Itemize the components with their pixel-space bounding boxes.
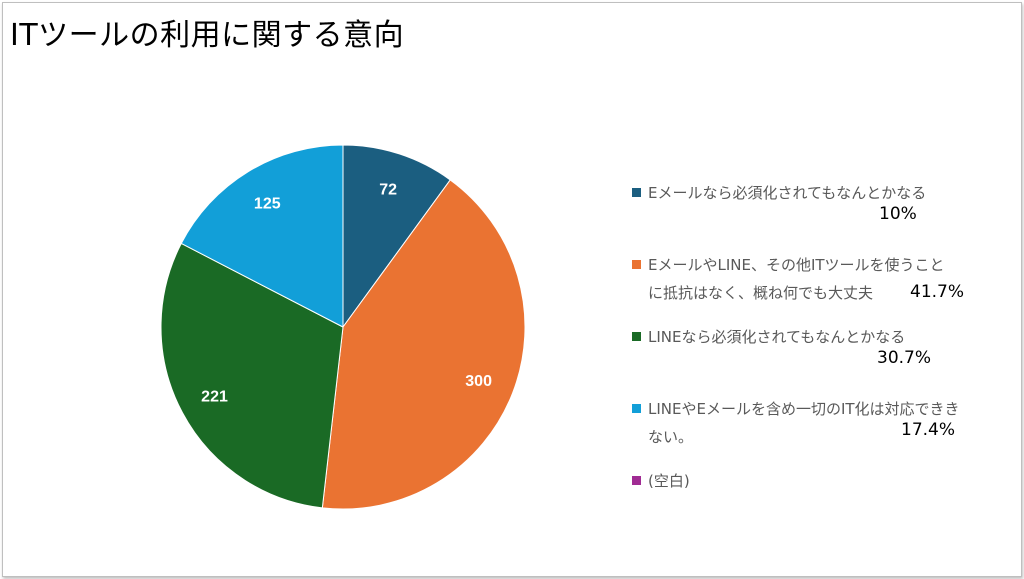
slice-line [160,242,344,509]
slice-any-tool [321,179,526,510]
slice-data-label: 300 [465,373,492,390]
slice-data-label: 221 [201,389,228,406]
slice-none [180,144,344,328]
slice-data-label: 72 [379,182,397,199]
slice-data-label: 125 [254,196,281,213]
slice-email [342,144,451,329]
chart-title: ITツールの利用に関する意向 [10,18,405,53]
